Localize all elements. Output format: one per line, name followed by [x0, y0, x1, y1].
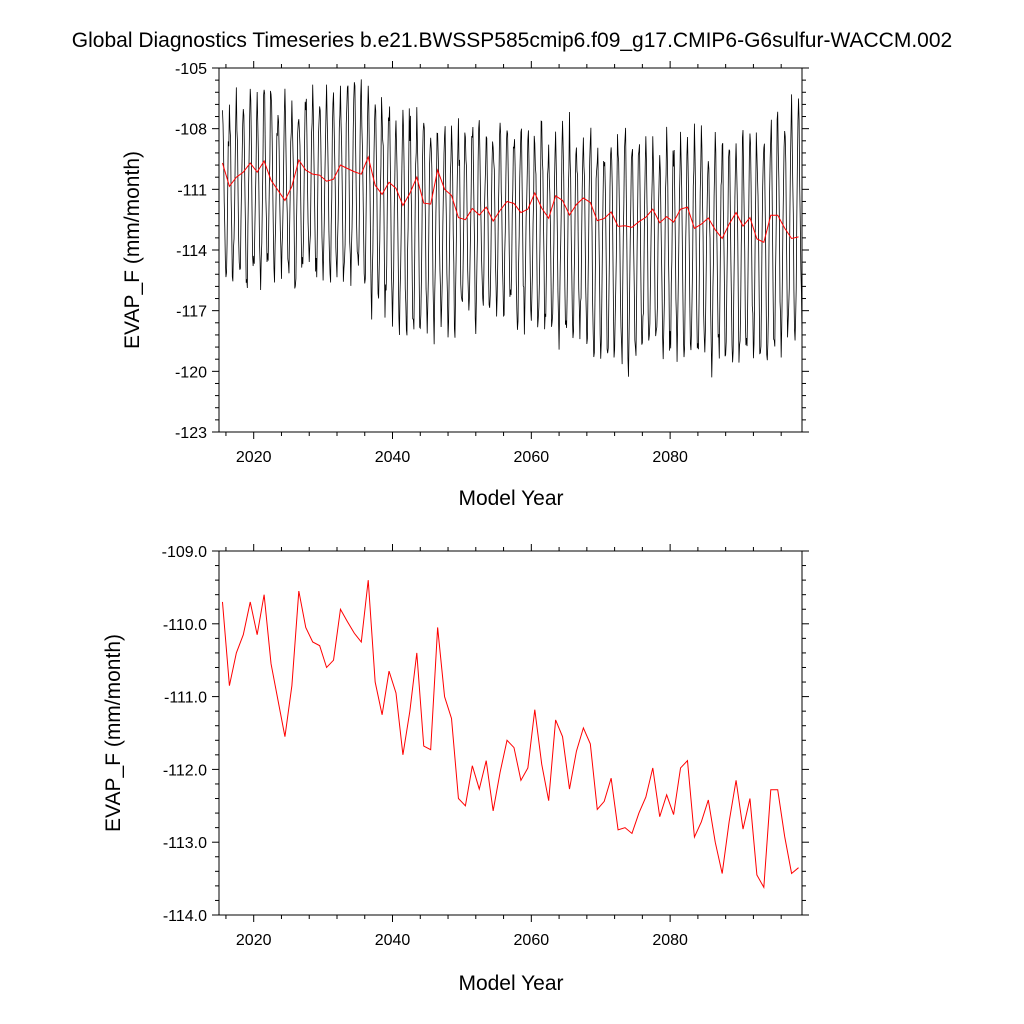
- x-tick-label: 2040: [375, 449, 411, 466]
- annual-mean-series-line: [221, 155, 799, 244]
- y-axis-ticks: -123 -120 -117 -114 -111 -108 -105: [175, 61, 809, 442]
- x-axis-title: Model Year: [458, 972, 563, 995]
- x-tick-label: 2060: [514, 449, 550, 466]
- series-group: [221, 79, 802, 378]
- x-tick-label: 2060: [514, 932, 550, 949]
- page-title: Global Diagnostics Timeseries b.e21.BWSS…: [71, 29, 953, 52]
- x-tick-label: 2080: [652, 932, 688, 949]
- y-tick-label: -114: [176, 243, 207, 260]
- y-tick-label: -109.0: [162, 544, 207, 561]
- plot-frame: [218, 550, 803, 916]
- x-axis-title: Model Year: [458, 487, 563, 510]
- y-tick-label: -112.0: [163, 762, 207, 779]
- y-tick-label: -123: [175, 425, 207, 442]
- x-axis-ticks: 2020 2040 2060 2080: [225, 61, 782, 466]
- x-tick-label: 2080: [652, 449, 688, 466]
- y-tick-label: -110.0: [163, 617, 207, 634]
- y-tick-label: -108: [175, 122, 207, 139]
- x-tick-label: 2020: [236, 932, 272, 949]
- y-tick-label: -105: [175, 61, 207, 78]
- y-axis-title: EVAP_F (mm/month): [121, 151, 144, 349]
- x-axis-ticks: 2020 2040 2060 2080: [225, 544, 782, 949]
- series-group: [221, 580, 799, 890]
- y-tick-label: -113.0: [163, 835, 207, 852]
- y-tick-label: -117: [176, 304, 207, 321]
- annual-mean-series-line: [221, 580, 799, 890]
- monthly-timeseries-panel: -123 -120 -117 -114 -111 -108 -105 2020 2040 206…: [121, 61, 809, 510]
- x-tick-label: 2020: [236, 449, 272, 466]
- y-tick-label: -120: [175, 364, 207, 381]
- y-axis-title: EVAP_F (mm/month): [102, 634, 125, 832]
- x-tick-label: 2040: [375, 932, 411, 949]
- y-axis-ticks: -114.0 -113.0 -112.0 -111.0 -110.0 -109.0: [162, 544, 809, 925]
- y-tick-label: -114.0: [163, 908, 207, 925]
- annual-mean-panel: -114.0 -113.0 -112.0 -111.0 -110.0 -109.0 202…: [102, 544, 809, 995]
- y-tick-label: -111.0: [164, 690, 207, 707]
- y-tick-label: -111: [177, 182, 207, 199]
- monthly-series-line: [222, 79, 802, 378]
